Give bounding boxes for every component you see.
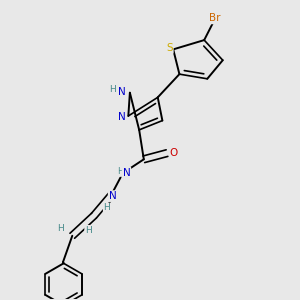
- Text: N: N: [109, 191, 116, 201]
- Text: H: H: [103, 203, 110, 212]
- Text: H: H: [85, 226, 92, 235]
- Text: S: S: [166, 43, 173, 53]
- Text: N: N: [123, 168, 130, 178]
- Text: H: H: [117, 167, 124, 176]
- Text: H: H: [110, 85, 116, 94]
- Text: N: N: [118, 112, 125, 122]
- Text: N: N: [118, 87, 126, 97]
- Text: H: H: [57, 224, 64, 233]
- Text: Br: Br: [209, 14, 221, 23]
- Text: O: O: [170, 148, 178, 158]
